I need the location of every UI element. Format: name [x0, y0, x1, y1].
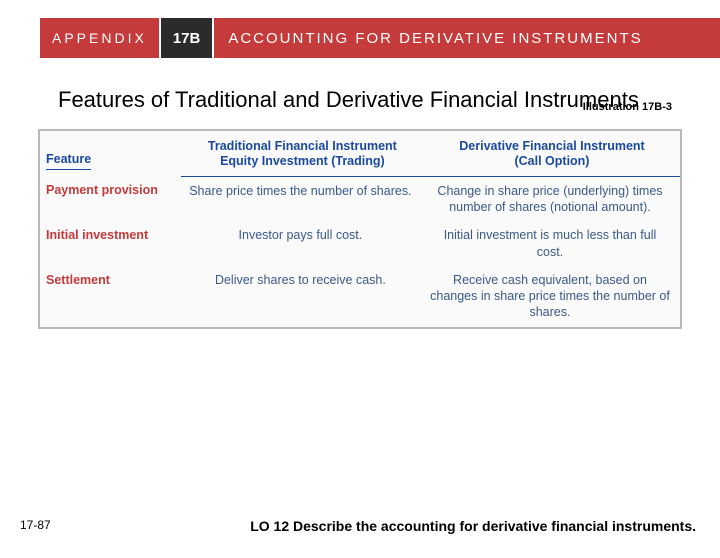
comparison-table: Feature Traditional Financial Instrument…	[40, 131, 680, 327]
cell-traditional: Share price times the number of shares.	[181, 176, 424, 221]
page-number: 17-87	[20, 518, 51, 532]
cell-derivative: Receive cash equivalent, based on change…	[424, 266, 680, 327]
table-row: Payment provision Share price times the …	[40, 176, 680, 221]
col-derivative: Derivative Financial Instrument(Call Opt…	[424, 131, 680, 177]
subtitle-region: Features of Traditional and Derivative F…	[58, 86, 662, 115]
cell-derivative: Initial investment is much less than ful…	[424, 221, 680, 266]
table-row: Initial investment Investor pays full co…	[40, 221, 680, 266]
appendix-label: APPENDIX	[40, 18, 159, 58]
col-traditional: Traditional Financial InstrumentEquity I…	[181, 131, 424, 177]
table-row: Settlement Deliver shares to receive cas…	[40, 266, 680, 327]
appendix-header: APPENDIX 17B ACCOUNTING FOR DERIVATIVE I…	[40, 18, 720, 58]
learning-objective: LO 12 Describe the accounting for deriva…	[190, 518, 696, 534]
comparison-table-wrap: Feature Traditional Financial Instrument…	[38, 129, 682, 329]
cell-feature: Payment provision	[40, 176, 181, 221]
page-subtitle: Features of Traditional and Derivative F…	[58, 86, 662, 115]
cell-feature: Settlement	[40, 266, 181, 327]
appendix-tag: 17B	[161, 18, 213, 58]
cell-feature: Initial investment	[40, 221, 181, 266]
cell-traditional: Investor pays full cost.	[181, 221, 424, 266]
col-feature: Feature	[40, 131, 181, 177]
cell-derivative: Change in share price (underlying) times…	[424, 176, 680, 221]
illustration-label: Illustration 17B-3	[583, 101, 672, 113]
cell-traditional: Deliver shares to receive cash.	[181, 266, 424, 327]
table-header-row: Feature Traditional Financial Instrument…	[40, 131, 680, 177]
appendix-title: ACCOUNTING FOR DERIVATIVE INSTRUMENTS	[214, 18, 720, 58]
